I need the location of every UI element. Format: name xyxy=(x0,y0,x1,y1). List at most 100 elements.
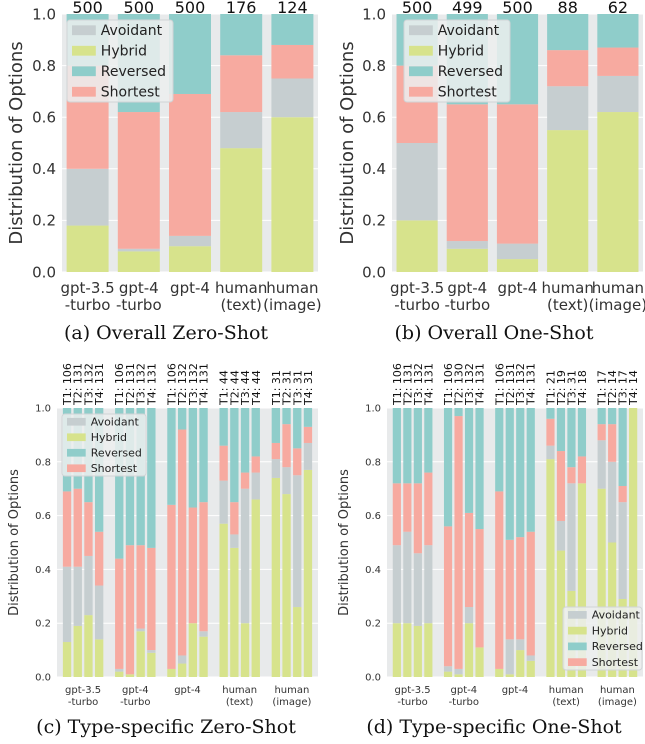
bar-1-3-hybrid xyxy=(547,130,589,272)
bar-2-2-2-reversed xyxy=(188,408,198,508)
bar-0-2-shortest xyxy=(169,93,211,236)
legend-box-1 xyxy=(403,19,511,103)
bar-3-4-1-shortest xyxy=(608,424,617,462)
bar-2-3-2-hybrid xyxy=(240,623,250,677)
y-tick-label-2-4: 0.8 xyxy=(35,457,51,468)
y-tick-label-2-5: 1.0 xyxy=(35,404,51,415)
x-tick-label-1-0-0: gpt-3.5 xyxy=(390,279,444,297)
x-tick-label-2-1-1: -turbo xyxy=(120,697,150,708)
count-label-3-4-3: T4: 14 xyxy=(627,370,640,406)
bar-3-0-0-avoidant xyxy=(392,545,401,624)
bar-1-2-hybrid xyxy=(496,259,539,272)
legend-swatch-2-hybrid xyxy=(67,433,86,442)
legend-swatch-1-avoidant xyxy=(409,25,433,36)
bar-3-1-1-shortest xyxy=(454,416,463,669)
x-tick-label-3-4-0: human xyxy=(600,685,635,696)
count-label-1-1: 499 xyxy=(452,0,483,17)
bar-3-1-1-reversed xyxy=(454,408,463,417)
x-tick-label-3-0-1: -turbo xyxy=(397,697,427,708)
bar-2-0-3-hybrid xyxy=(94,639,104,677)
bar-2-1-0-shortest xyxy=(115,558,124,669)
x-tick-label-1-2-0: gpt-4 xyxy=(498,279,538,297)
bar-3-1-1-avoidant xyxy=(454,668,463,675)
bar-3-2-2-avoidant xyxy=(516,639,525,651)
caption-a: (a) Overall Zero-Shot xyxy=(63,322,269,344)
bar-1-4-hybrid xyxy=(597,112,639,272)
y-tick-label-3-2: 0.4 xyxy=(365,565,381,576)
count-label-2-2-1: T2: 132 xyxy=(176,363,189,406)
legend-label-1-shortest: Shortest xyxy=(438,85,497,101)
count-label-1-3: 88 xyxy=(558,0,578,17)
legend-label-2-avoidant: Avoidant xyxy=(91,416,140,429)
bar-2-1-0-hybrid xyxy=(115,671,124,677)
bar-2-2-1-avoidant xyxy=(177,655,187,664)
bar-2-3-3-shortest xyxy=(251,456,260,473)
bar-2-3-2-avoidant xyxy=(240,488,250,624)
bar-0-3-avoidant xyxy=(220,112,263,149)
bar-0-4-shortest xyxy=(271,44,314,79)
bar-2-1-3-shortest xyxy=(147,547,156,651)
bar-2-4-0-hybrid xyxy=(271,477,281,677)
legend-swatch-1-shortest xyxy=(409,86,433,97)
bar-2-4-0-reversed xyxy=(271,408,281,443)
bar-2-4-1-avoidant xyxy=(282,467,291,495)
bar-3-4-0-shortest xyxy=(597,424,606,441)
x-tick-label-0-1-0: gpt-4 xyxy=(119,279,159,297)
bar-3-2-0-reversed xyxy=(495,408,504,492)
legend-swatch-0-avoidant xyxy=(72,25,96,36)
bar-2-4-2-reversed xyxy=(293,408,302,449)
y-tick-label-1-3: 0.6 xyxy=(362,108,386,126)
bar-3-0-1-hybrid xyxy=(403,623,412,677)
x-tick-label-0-1-1: -turbo xyxy=(116,296,162,314)
y-tick-label-3-3: 0.6 xyxy=(365,511,381,522)
x-tick-label-3-2-0: gpt-4 xyxy=(502,685,529,696)
count-label-2-3-0: T1: 44 xyxy=(218,370,231,406)
bar-3-3-2-shortest xyxy=(567,467,576,484)
bar-2-4-1-hybrid xyxy=(282,494,291,677)
bar-2-1-2-hybrid xyxy=(136,631,145,677)
bar-1-4-shortest xyxy=(597,47,639,76)
caption-d: (d) Type-specific One-Shot xyxy=(366,716,622,738)
count-label-3-3-1: T2: 19 xyxy=(555,370,568,406)
bar-2-1-2-shortest xyxy=(136,545,145,629)
y-tick-label-2-0: 0.0 xyxy=(35,673,51,684)
bar-2-4-3-shortest xyxy=(303,426,313,443)
bar-3-4-2-shortest xyxy=(618,486,627,503)
legend-box-0 xyxy=(66,19,174,103)
count-label-3-1-3: T4: 131 xyxy=(474,363,487,406)
bar-2-0-1-shortest xyxy=(73,488,82,567)
bar-3-0-2-reversed xyxy=(413,408,422,484)
bar-3-1-0-hybrid xyxy=(443,671,453,677)
bar-3-0-0-reversed xyxy=(392,408,401,484)
count-label-3-3-3: T4: 18 xyxy=(576,370,589,406)
bar-2-0-1-hybrid xyxy=(73,625,82,677)
bar-2-4-0-shortest xyxy=(271,442,281,460)
x-tick-label-1-3-0: human xyxy=(542,279,594,297)
legend-label-2-shortest: Shortest xyxy=(91,462,138,475)
bar-0-0-hybrid xyxy=(66,225,109,272)
bar-2-4-0-avoidant xyxy=(271,459,281,478)
legend-label-1-reversed: Reversed xyxy=(438,64,503,80)
legend-label-2-hybrid: Hybrid xyxy=(91,431,127,444)
legend-label-3-shortest: Shortest xyxy=(592,656,639,669)
count-label-2-1-0: T1: 106 xyxy=(113,363,126,406)
legend-label-3-reversed: Reversed xyxy=(592,640,643,653)
bar-2-2-1-reversed xyxy=(177,408,187,430)
bar-0-1-hybrid xyxy=(117,251,160,272)
caption-c: (c) Type-specific Zero-Shot xyxy=(36,716,296,738)
x-tick-label-2-3-1: (text) xyxy=(226,697,254,708)
bar-1-3-shortest xyxy=(547,50,589,87)
bar-2-1-2-avoidant xyxy=(136,628,145,632)
bar-1-3-reversed xyxy=(547,14,589,51)
x-tick-label-0-3-0: human xyxy=(215,279,267,297)
bar-3-2-2-hybrid xyxy=(516,650,525,677)
bar-3-0-0-hybrid xyxy=(392,623,401,677)
bar-3-1-0-avoidant xyxy=(443,666,453,672)
count-label-2-3-3: T4: 44 xyxy=(250,370,263,406)
bar-2-3-0-hybrid xyxy=(219,523,228,677)
bar-3-3-0-avoidant xyxy=(546,445,555,460)
y-tick-label-3-1: 0.2 xyxy=(365,619,381,630)
bar-2-2-0-hybrid xyxy=(167,668,176,677)
bar-3-3-3-hybrid xyxy=(577,483,587,677)
bar-3-0-1-avoidant xyxy=(403,531,412,624)
